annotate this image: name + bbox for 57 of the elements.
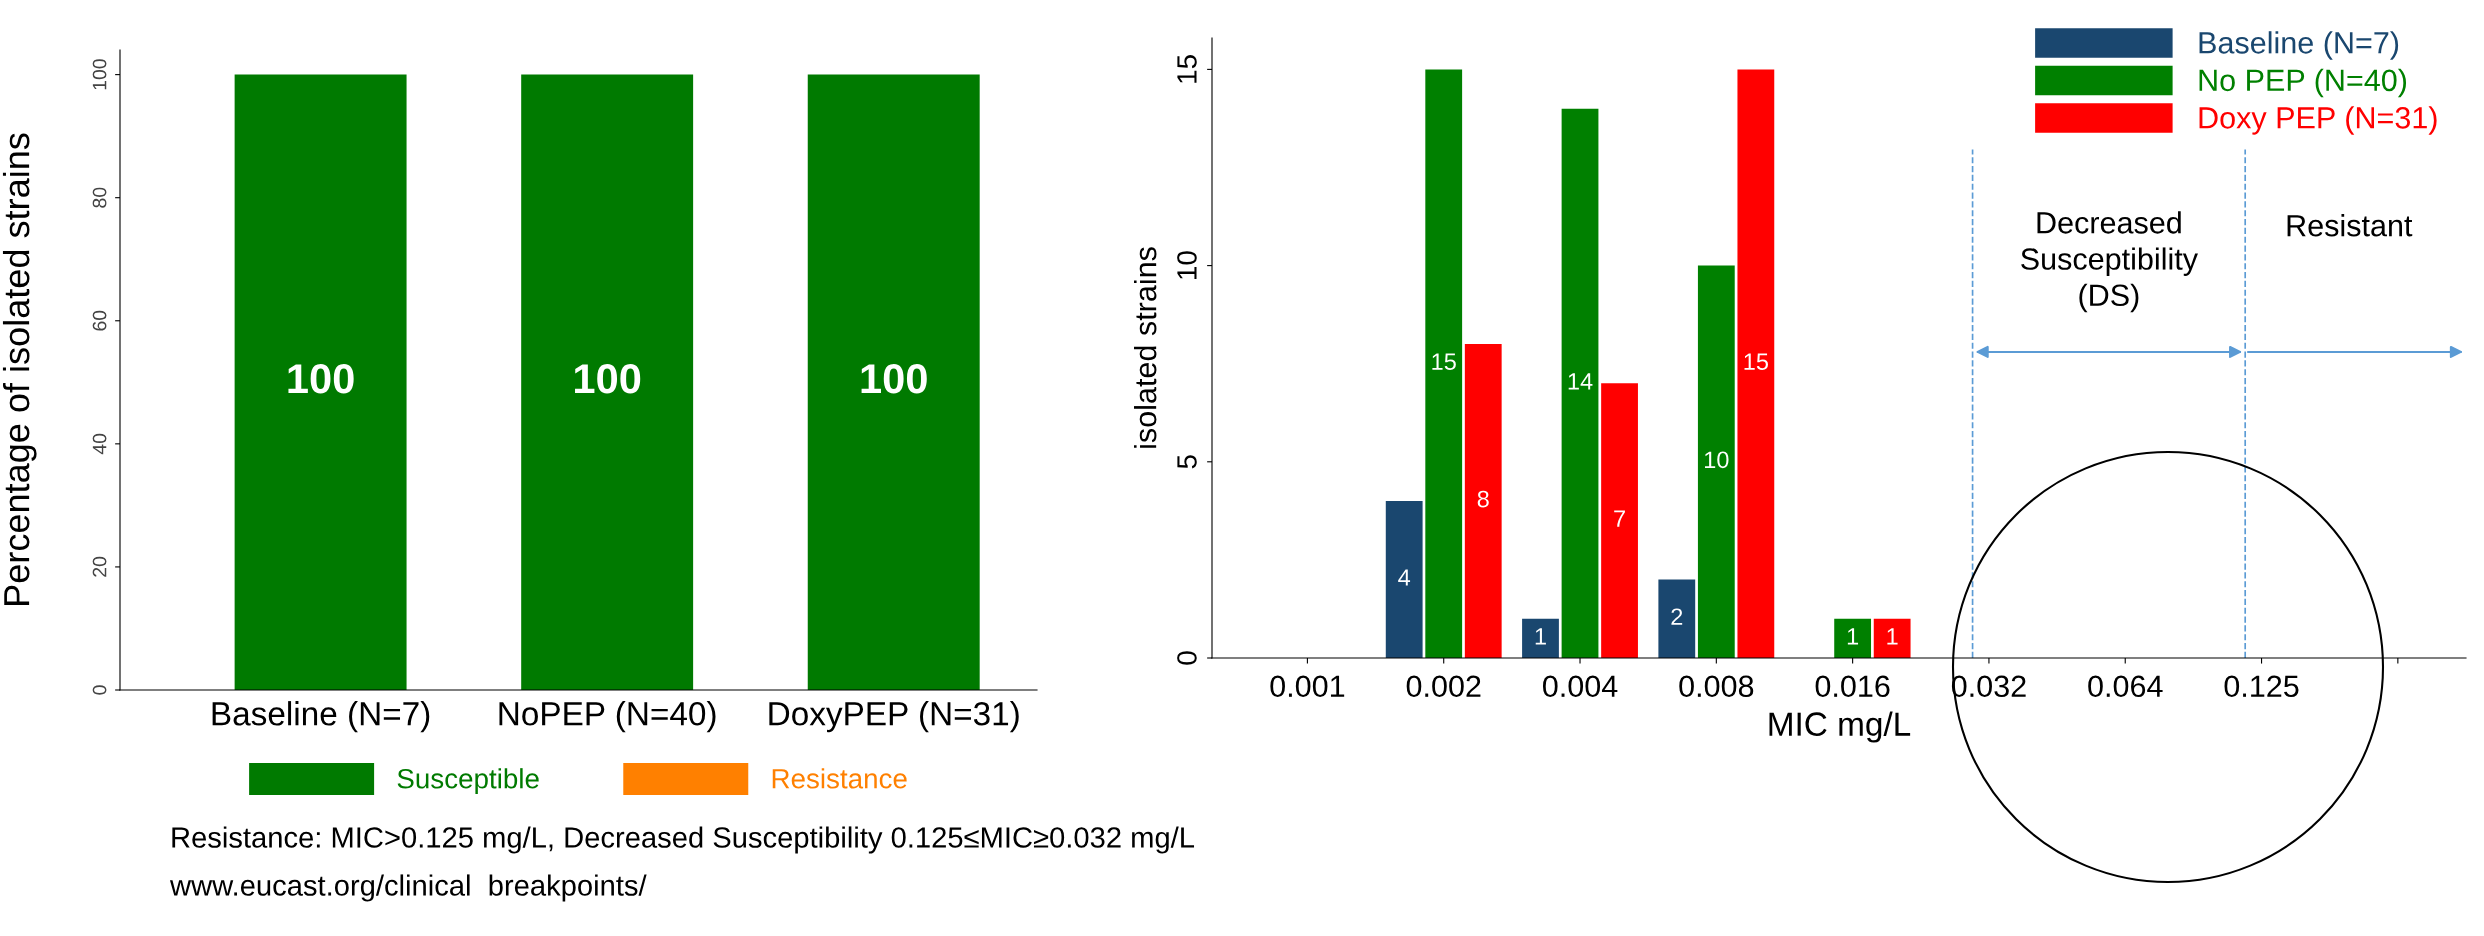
x-tick-label: 0.008: [1679, 675, 1754, 698]
bar: [1834, 618, 1872, 658]
bar: [1873, 618, 1911, 658]
y-tick-label: 20: [92, 556, 107, 577]
x-tick-label: 0.002: [1406, 675, 1481, 698]
data-label: 15: [1432, 353, 1456, 371]
y-tick-label: 100: [92, 59, 107, 90]
bar: [1601, 383, 1638, 658]
bar: [1658, 579, 1696, 658]
x-tick-label: 0.064: [2088, 675, 2163, 698]
data-label: 100: [575, 363, 641, 394]
bar: [1697, 265, 1735, 658]
x-axis-title: MIC mg/L: [1769, 711, 1911, 743]
data-label: 14: [1568, 373, 1593, 390]
x-tick-label: NoPEP (N=40): [499, 701, 716, 733]
data-label: 100: [288, 363, 354, 394]
bar: [1522, 618, 1559, 658]
y-tick-label: 0: [1177, 651, 1197, 665]
legend-label: Susceptible: [397, 768, 539, 795]
data-label: 1: [1535, 628, 1546, 645]
y-tick-label: 0: [92, 685, 107, 695]
bar: [1737, 69, 1775, 658]
data-label: 15: [1744, 353, 1768, 371]
text: Resistance: MIC>0.125 mg/L, Decreased Susceptibility 0.125≤MIC≥0.032 mg/L: [172, 826, 1195, 854]
bar: [1425, 69, 1463, 658]
y-tick-label: 80: [92, 187, 107, 208]
data-label: 1: [1887, 628, 1898, 645]
bar: [1561, 108, 1599, 658]
legend-label: Baseline (N=7): [2199, 31, 2399, 60]
legend-label: Doxy PEP (N=31): [2199, 106, 2437, 135]
data-label: 1: [1847, 628, 1859, 645]
y-tick-label: 60: [92, 310, 107, 331]
bar: [1385, 501, 1423, 658]
data-label: 4: [1398, 569, 1411, 586]
y-axis-title: isolated strains: [1134, 247, 1157, 448]
legend-label: No PEP (N=40): [2199, 68, 2407, 98]
y-tick-label: 40: [92, 433, 107, 455]
x-tick-label: DoxyPEP (N=31): [769, 701, 1019, 733]
y-axis-title: Percentage of isolated strains: [2, 133, 37, 605]
data-label: 10: [1705, 451, 1729, 469]
x-tick-label: 0.016: [1815, 675, 1890, 698]
x-tick-label: 0.125: [2224, 675, 2299, 698]
data-label: 8: [1477, 490, 1489, 508]
data-label: 7: [1614, 510, 1625, 527]
text: www.eucast.org/clinical breakpoints/: [169, 874, 647, 902]
y-tick-label: 10: [1177, 251, 1197, 279]
annotation: Decreased Susceptibility (DS): [2021, 211, 2198, 313]
y-tick-label: 15: [1177, 55, 1197, 83]
annotation: Resistant: [2287, 214, 2413, 237]
x-tick-label: 0.004: [1542, 675, 1618, 698]
x-tick-label: Baseline (N=7): [212, 701, 430, 733]
legend-label: Resistance: [772, 768, 907, 789]
data-label: 100: [861, 363, 927, 394]
y-tick-label: 5: [1177, 455, 1197, 469]
bar: [1464, 344, 1502, 658]
data-label: 2: [1671, 608, 1683, 625]
x-tick-label: 0.001: [1270, 675, 1345, 698]
